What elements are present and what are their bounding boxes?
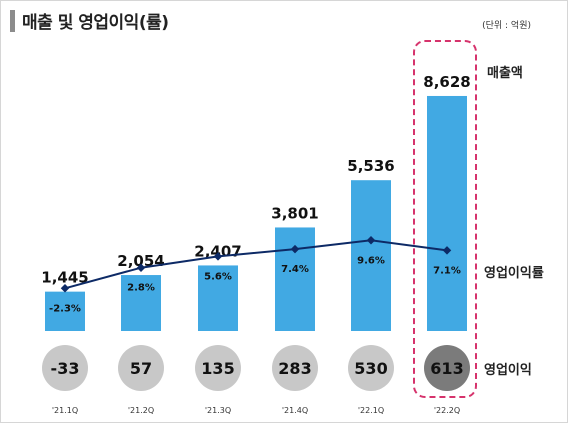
margin-point (366, 236, 376, 245)
margin-value-label: 7.4% (281, 264, 309, 275)
revenue-bar (275, 227, 315, 331)
latest-quarter-highlight (413, 40, 477, 398)
revenue-bar (45, 291, 85, 331)
margin-point (60, 284, 70, 293)
operating-income-label: 57 (130, 359, 152, 378)
revenue-value-label: 8,628 (423, 73, 470, 91)
x-tick-label: '21.1Q (52, 406, 78, 415)
operating-income-circle (424, 345, 470, 391)
title-accent-bar (10, 10, 15, 32)
legend-margin: 영업이익률 (484, 266, 544, 281)
margin-value-label: 7.1% (433, 265, 461, 276)
operating-income-label: 135 (201, 359, 234, 378)
operating-income-label: -33 (51, 359, 80, 378)
x-tick-label: '22.1Q (358, 406, 384, 415)
margin-line (64, 239, 448, 290)
margin-value-label: 5.6% (204, 271, 232, 282)
operating-income-label: 530 (354, 359, 387, 378)
revenue-value-label: 3,801 (271, 204, 318, 222)
chart-title: 매출 및 영업이익(률) (22, 13, 169, 33)
operating-income-circle (42, 345, 88, 391)
x-tick-label: '21.3Q (205, 406, 231, 415)
revenue-bar (427, 95, 467, 331)
operating-income-label: 613 (430, 359, 463, 378)
operating-income-label: 283 (278, 359, 311, 378)
margin-point (442, 246, 452, 255)
operating-income-circle (348, 345, 394, 391)
legend-operating-income: 영업이익 (484, 363, 532, 378)
operating-income-circle (118, 345, 164, 391)
margin-point (136, 263, 146, 272)
margin-point (290, 244, 300, 254)
revenue-bar (121, 275, 161, 331)
revenue-value-label: 1,445 (41, 269, 88, 287)
revenue-bar (198, 265, 238, 331)
margin-value-label: 2.8% (127, 283, 155, 294)
legend-revenue: 매출액 (487, 66, 523, 81)
margin-value-label: -2.3% (49, 303, 81, 314)
x-tick-label: '22.2Q (434, 406, 460, 415)
x-tick-label: '21.4Q (282, 406, 308, 415)
revenue-bar (351, 180, 391, 331)
x-tick-label: '21.2Q (128, 406, 154, 415)
operating-income-circle (272, 345, 318, 391)
revenue-value-label: 5,536 (347, 157, 394, 175)
unit-label: (단위 : 억원) (482, 21, 531, 31)
operating-income-circle (195, 345, 241, 391)
margin-value-label: 9.6% (357, 255, 385, 266)
